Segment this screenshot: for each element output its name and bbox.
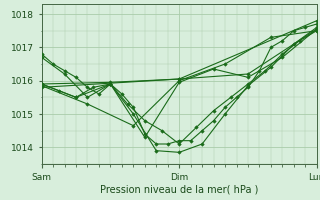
X-axis label: Pression niveau de la mer( hPa ): Pression niveau de la mer( hPa ) (100, 185, 258, 195)
